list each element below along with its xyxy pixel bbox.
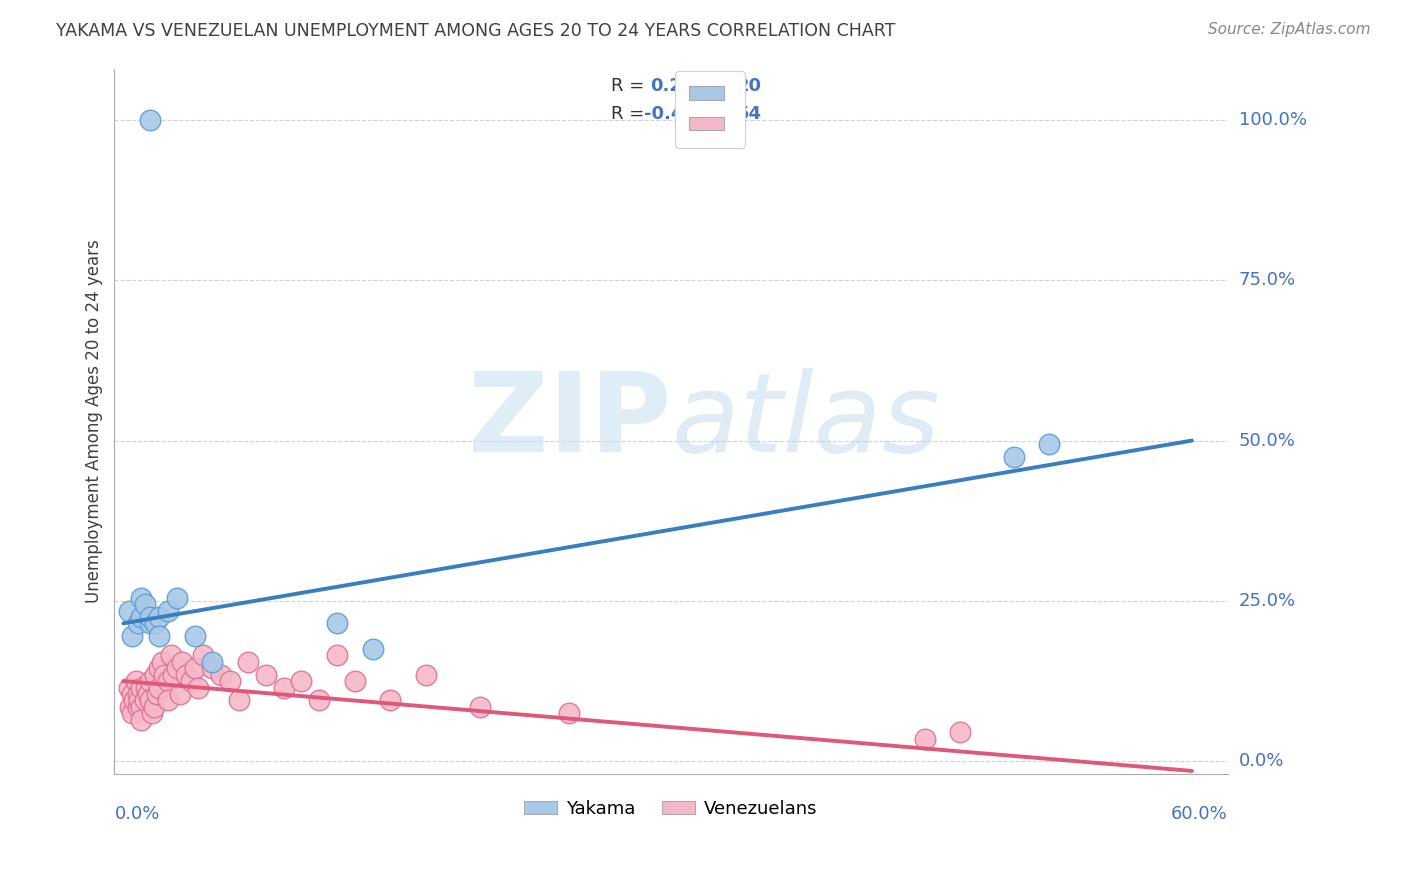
- Text: 75.0%: 75.0%: [1239, 271, 1296, 289]
- Text: 20: 20: [737, 78, 762, 95]
- Point: [134, 693, 156, 707]
- Point: [139, 616, 162, 631]
- Point: [326, 616, 349, 631]
- Point: [380, 693, 402, 707]
- Text: N =: N =: [700, 78, 740, 95]
- Point: [162, 667, 184, 681]
- Point: [193, 648, 215, 663]
- Point: [129, 591, 152, 605]
- Text: ZIP: ZIP: [468, 368, 671, 475]
- Text: YAKAMA VS VENEZUELAN UNEMPLOYMENT AMONG AGES 20 TO 24 YEARS CORRELATION CHART: YAKAMA VS VENEZUELAN UNEMPLOYMENT AMONG …: [56, 22, 896, 40]
- Point: [152, 655, 174, 669]
- Point: [468, 699, 491, 714]
- Point: [142, 699, 165, 714]
- Point: [557, 706, 579, 721]
- Text: atlas: atlas: [671, 368, 939, 475]
- Point: [187, 681, 209, 695]
- Point: [125, 674, 148, 689]
- Point: [180, 674, 202, 689]
- Text: 54: 54: [737, 105, 762, 123]
- Point: [169, 687, 191, 701]
- Point: [160, 648, 183, 663]
- Point: [139, 112, 162, 127]
- Point: [122, 693, 145, 707]
- Point: [914, 731, 936, 746]
- Text: Source: ZipAtlas.com: Source: ZipAtlas.com: [1208, 22, 1371, 37]
- Y-axis label: Unemployment Among Ages 20 to 24 years: Unemployment Among Ages 20 to 24 years: [86, 239, 103, 603]
- Point: [254, 667, 277, 681]
- Point: [134, 597, 156, 611]
- Point: [1002, 450, 1025, 464]
- Text: N =: N =: [700, 105, 740, 123]
- Point: [120, 699, 142, 714]
- Point: [129, 699, 152, 714]
- Point: [146, 687, 169, 701]
- Point: [145, 667, 167, 681]
- Text: R =: R =: [610, 78, 650, 95]
- Point: [127, 687, 149, 701]
- Point: [183, 629, 205, 643]
- Point: [139, 610, 162, 624]
- Text: 0.0%: 0.0%: [114, 805, 160, 822]
- Point: [129, 713, 152, 727]
- Point: [166, 661, 188, 675]
- Point: [201, 655, 224, 669]
- Point: [139, 674, 162, 689]
- Point: [121, 629, 143, 643]
- Text: 50.0%: 50.0%: [1239, 432, 1295, 450]
- Point: [128, 693, 150, 707]
- Point: [127, 699, 149, 714]
- Point: [148, 629, 170, 643]
- Point: [118, 681, 141, 695]
- Text: R =: R =: [610, 105, 650, 123]
- Point: [273, 681, 295, 695]
- Point: [361, 642, 384, 657]
- Point: [139, 693, 162, 707]
- Point: [326, 648, 349, 663]
- Point: [136, 687, 159, 701]
- Point: [129, 681, 152, 695]
- Text: 0.277: 0.277: [650, 78, 707, 95]
- Point: [172, 655, 194, 669]
- Point: [127, 616, 149, 631]
- Text: -0.420: -0.420: [644, 105, 709, 123]
- Point: [228, 693, 250, 707]
- Point: [290, 674, 312, 689]
- Text: 100.0%: 100.0%: [1239, 111, 1306, 128]
- Point: [236, 655, 259, 669]
- Point: [118, 603, 141, 617]
- Point: [156, 674, 179, 689]
- Point: [129, 610, 152, 624]
- Legend: Yakama, Venezuelans: Yakama, Venezuelans: [517, 793, 825, 825]
- Point: [166, 591, 188, 605]
- Text: 0.0%: 0.0%: [1239, 752, 1284, 771]
- Point: [156, 693, 179, 707]
- Point: [148, 610, 170, 624]
- Point: [121, 687, 143, 701]
- Point: [209, 667, 232, 681]
- Point: [121, 706, 143, 721]
- Point: [141, 706, 163, 721]
- Point: [1038, 437, 1060, 451]
- Text: 25.0%: 25.0%: [1239, 592, 1296, 610]
- Point: [219, 674, 242, 689]
- Point: [135, 681, 157, 695]
- Point: [156, 603, 179, 617]
- Point: [343, 674, 366, 689]
- Point: [183, 661, 205, 675]
- Point: [949, 725, 972, 739]
- Point: [153, 667, 176, 681]
- Point: [145, 616, 167, 631]
- Point: [174, 667, 197, 681]
- Point: [308, 693, 330, 707]
- Text: 60.0%: 60.0%: [1171, 805, 1227, 822]
- Point: [201, 661, 224, 675]
- Point: [148, 661, 170, 675]
- Point: [148, 681, 170, 695]
- Point: [415, 667, 437, 681]
